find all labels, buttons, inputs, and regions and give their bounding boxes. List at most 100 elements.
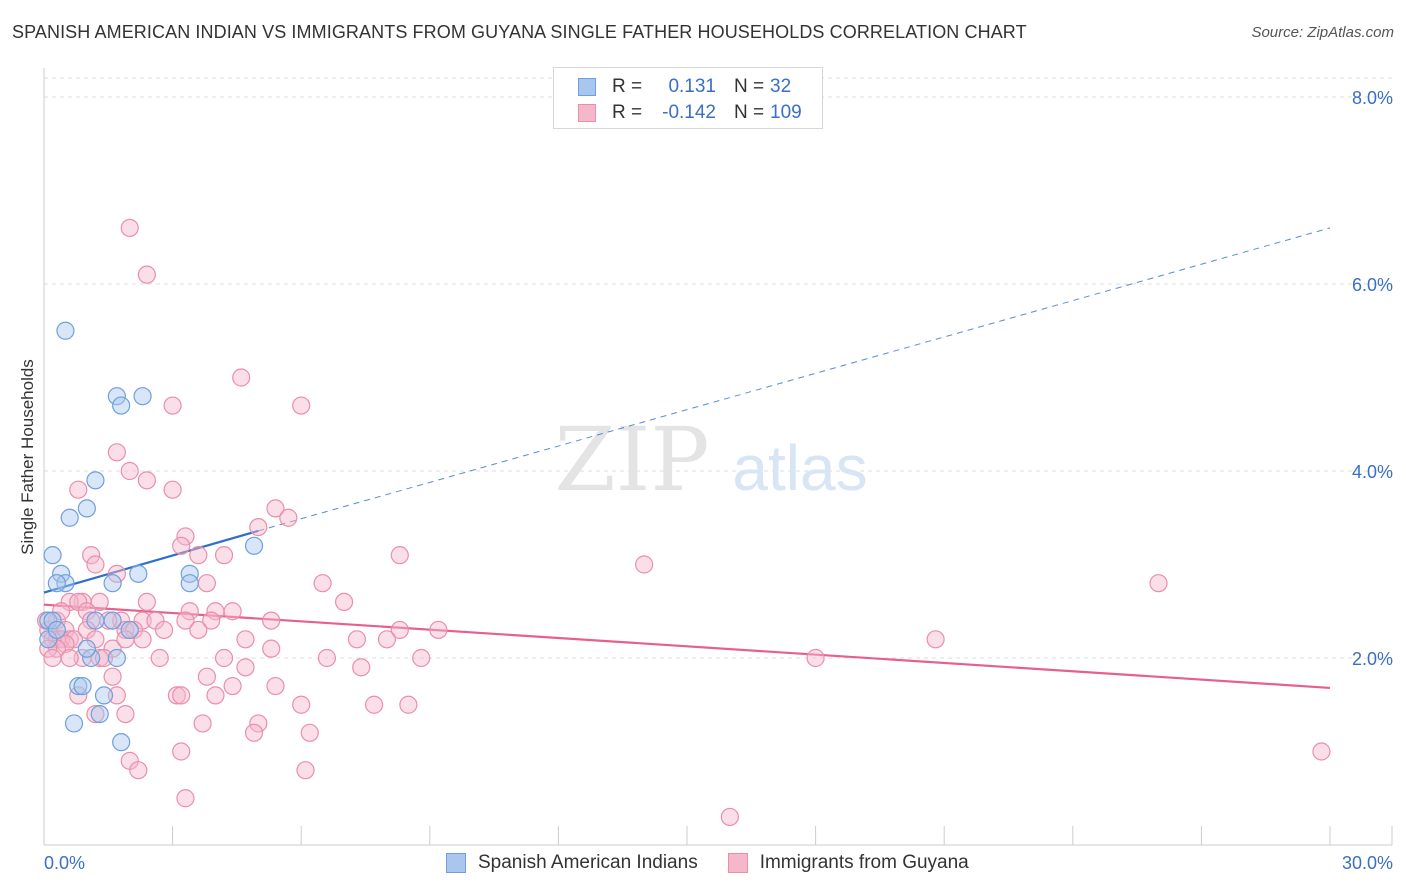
- data-point-pink: [352, 658, 371, 677]
- x-tick-label-max: 30.0%: [1342, 853, 1393, 873]
- series-legend-item-immigrants-from-guyana[interactable]: Immigrants from Guyana: [727, 852, 969, 874]
- data-point-pink: [116, 630, 135, 649]
- data-point-pink: [39, 639, 58, 658]
- legend-swatch-pink: [578, 104, 596, 122]
- data-point-pink: [107, 443, 126, 462]
- data-point-pink: [107, 564, 126, 583]
- data-point-pink: [137, 592, 156, 612]
- data-point-pink: [167, 686, 186, 705]
- legend-r-label: R =: [612, 76, 643, 97]
- data-point-pink: [163, 396, 182, 415]
- data-point-blue: [52, 564, 71, 583]
- data-point-blue: [180, 574, 199, 593]
- data-point-blue: [64, 714, 84, 733]
- data-point-blue: [107, 387, 126, 406]
- watermark-zip: ZIP: [554, 408, 709, 511]
- data-point-blue: [180, 564, 199, 583]
- data-point-pink: [163, 480, 182, 499]
- series-legend: Spanish American Indians Immigrants from…: [446, 852, 999, 874]
- data-point-pink: [56, 634, 75, 654]
- data-point-pink: [197, 574, 216, 593]
- data-point-pink: [120, 218, 139, 237]
- data-point-pink: [172, 686, 191, 705]
- data-point-pink: [317, 648, 337, 668]
- data-point-pink: [214, 648, 234, 668]
- data-point-pink: [390, 546, 409, 565]
- data-point-pink: [300, 723, 319, 742]
- data-point-pink: [176, 527, 195, 546]
- data-point-pink: [214, 546, 234, 565]
- data-point-pink: [137, 471, 156, 490]
- data-point-blue: [77, 499, 96, 518]
- data-point-pink: [292, 396, 311, 415]
- correlation-legend: R = 0.131 N = 32 R = -0.142 N = 109: [553, 67, 823, 129]
- data-point-blue: [60, 508, 79, 527]
- axes-layer: [43, 68, 1393, 846]
- data-point-blue: [86, 611, 105, 630]
- data-point-pink: [296, 761, 315, 780]
- data-point-pink: [86, 704, 105, 724]
- data-point-blue: [129, 564, 148, 583]
- y-tick-label: 4.0%: [1352, 462, 1393, 482]
- data-point-pink: [206, 686, 225, 705]
- data-point-pink: [99, 611, 118, 630]
- data-point-pink: [292, 695, 311, 714]
- data-point-pink: [334, 592, 354, 612]
- data-point-pink: [90, 592, 109, 612]
- trend-line-blue-extension: [258, 227, 1331, 532]
- data-point-pink: [244, 723, 264, 742]
- trend-layer: [43, 227, 1331, 690]
- data-point-blue: [90, 704, 109, 724]
- data-point-blue: [73, 676, 92, 696]
- data-point-pink: [399, 695, 418, 714]
- data-point-pink: [176, 611, 195, 630]
- data-point-pink: [206, 602, 225, 621]
- legend-n-label: N =: [734, 102, 765, 123]
- series-swatch-blue: [446, 853, 466, 873]
- labels-layer: 2.0% 4.0% 6.0% 8.0% 0.0% 30.0%: [44, 88, 1393, 873]
- y-tick-label: 2.0%: [1352, 649, 1393, 669]
- data-point-pink: [313, 574, 332, 593]
- legend-n-value: 109: [770, 102, 802, 123]
- data-point-blue: [103, 611, 122, 630]
- y-tick-label: 8.0%: [1352, 88, 1393, 108]
- data-point-pink: [266, 499, 285, 518]
- data-point-blue: [112, 396, 131, 415]
- data-point-pink: [43, 648, 62, 668]
- data-point-pink: [635, 555, 654, 574]
- data-point-pink: [197, 667, 216, 686]
- source-label: Source: ZipAtlas.com: [1251, 24, 1394, 41]
- data-point-blue: [77, 639, 96, 658]
- watermark: ZIP atlas: [554, 408, 867, 511]
- data-point-pink: [189, 620, 208, 640]
- series-legend-item-spanish-american-indians[interactable]: Spanish American Indians: [446, 852, 698, 874]
- legend-n-label: N =: [734, 76, 765, 97]
- data-point-blue: [43, 546, 62, 565]
- data-point-pink: [223, 602, 242, 621]
- data-point-pink: [429, 620, 448, 640]
- data-point-blue: [69, 676, 88, 696]
- trend-line-pink: [43, 603, 1331, 690]
- watermark-atlas: atlas: [732, 432, 867, 504]
- data-point-pink: [69, 480, 88, 499]
- data-point-pink: [129, 761, 148, 780]
- data-point-pink: [137, 265, 156, 284]
- data-point-blue: [107, 648, 126, 668]
- data-point-pink: [189, 546, 208, 565]
- data-point-pink: [262, 639, 281, 658]
- legend-row-spanish-american-indians: R = 0.131 N = 32: [578, 75, 791, 99]
- data-point-pink: [103, 667, 122, 686]
- data-point-pink: [347, 630, 367, 649]
- trend-line-blue: [43, 529, 259, 594]
- data-point-pink: [720, 807, 739, 827]
- legend-swatch-blue: [578, 78, 596, 96]
- data-point-blue: [103, 574, 122, 593]
- data-point-pink: [180, 602, 199, 621]
- data-point-pink: [60, 648, 79, 668]
- data-point-pink: [150, 648, 169, 668]
- data-point-pink: [249, 517, 268, 537]
- data-point-pink: [806, 648, 825, 668]
- data-point-pink: [107, 686, 126, 705]
- grid-layer: [44, 77, 1392, 659]
